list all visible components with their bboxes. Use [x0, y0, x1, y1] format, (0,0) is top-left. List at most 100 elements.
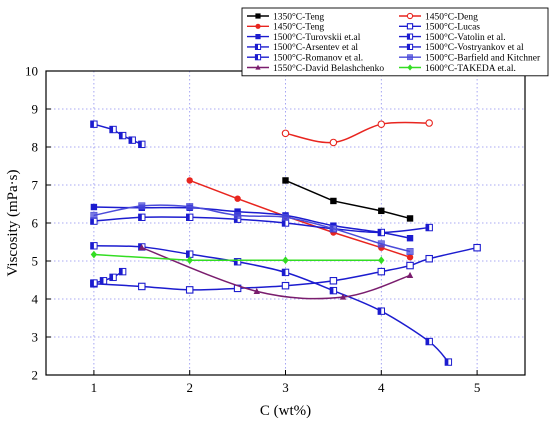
marker-fill [186, 214, 190, 221]
data-point-marker [406, 261, 414, 270]
marker-fill [129, 136, 133, 144]
series-6 [90, 120, 146, 149]
data-point-marker [282, 256, 289, 265]
data-point-marker [281, 213, 289, 221]
data-point-marker [99, 277, 108, 285]
data-point-marker [377, 240, 385, 248]
legend-item: 1500°C-Barfield and Kitchner [399, 53, 541, 64]
data-point-marker [234, 208, 241, 215]
y-tick-label: 6 [32, 216, 39, 231]
marker-fill [407, 34, 410, 40]
data-point-marker [406, 33, 414, 40]
data-point-marker [377, 228, 386, 237]
legend-item: 1500°C-Arsentev et al [247, 42, 358, 53]
data-point-marker [406, 254, 414, 261]
legend-item: 1500°C-Turovskii et.al [247, 32, 361, 43]
legend-label: 1600°C-TAKEDA et.al. [425, 63, 516, 74]
data-point-marker [118, 131, 127, 140]
marker-fill [407, 44, 410, 50]
data-point-marker [406, 271, 414, 278]
marker-fill [119, 268, 123, 275]
legend-label: 1500°C-Vostryankov et al [425, 42, 524, 53]
data-point-marker [233, 258, 242, 266]
y-tick-label: 5 [32, 254, 39, 269]
legend-label: 1500°C-Lucas [425, 22, 480, 33]
data-point-marker [255, 13, 261, 19]
series-8 [90, 267, 127, 287]
data-point-marker [255, 23, 261, 29]
series-12 [90, 250, 385, 265]
series-layer [90, 119, 481, 366]
x-tick-label: 2 [186, 380, 193, 395]
marker-fill [282, 269, 286, 276]
marker-fill [90, 121, 94, 128]
data-point-marker [407, 54, 413, 61]
data-point-marker [339, 293, 347, 300]
data-point-marker [186, 203, 194, 211]
data-point-marker [185, 286, 194, 294]
data-point-marker [378, 256, 385, 265]
data-point-marker [282, 177, 289, 184]
legend-item: 1450°C-Teng [247, 22, 324, 33]
data-point-marker [406, 215, 414, 222]
legend-label: 1550°C-David Belashchenko [273, 63, 384, 74]
legend-item: 1450°C-Deng [399, 11, 478, 22]
data-point-marker [90, 203, 98, 211]
y-tick-label: 10 [25, 64, 38, 79]
data-point-marker [444, 358, 453, 366]
marker-fill [234, 216, 238, 223]
marker-fill [138, 141, 142, 148]
marker-fill [90, 279, 94, 287]
data-point-marker [186, 213, 194, 222]
series-line [93, 270, 124, 284]
series-line [93, 253, 382, 261]
data-point-marker [406, 248, 414, 256]
data-point-marker [90, 279, 98, 287]
marker-fill [426, 338, 430, 345]
data-point-marker [281, 129, 290, 138]
marker-fill [138, 243, 142, 251]
y-axis-title: Viscosity (mPa·s) [5, 169, 21, 276]
series-1 [282, 177, 414, 222]
data-point-marker [186, 177, 193, 184]
y-tick-label: 8 [32, 140, 39, 155]
data-point-marker [90, 242, 98, 250]
data-point-marker [406, 12, 414, 20]
data-point-marker [377, 267, 386, 276]
marker-fill [109, 274, 114, 281]
data-point-marker [329, 286, 338, 295]
marker-fill [378, 229, 382, 236]
series-line [93, 246, 478, 291]
data-point-marker [378, 207, 385, 215]
data-point-marker [118, 267, 127, 276]
data-point-marker [138, 202, 146, 210]
marker-fill [255, 44, 258, 50]
series-line [141, 246, 411, 300]
data-point-marker [90, 211, 98, 219]
y-tick-label: 7 [32, 178, 39, 193]
legend-item: 1600°C-TAKEDA et.al. [399, 63, 516, 74]
y-tick-label: 3 [32, 330, 39, 345]
data-point-marker [138, 140, 146, 149]
legend-item: 1500°C-Vostryankov et al [399, 42, 524, 53]
marker-fill [186, 250, 190, 258]
data-point-marker [254, 54, 262, 61]
x-tick-label: 1 [91, 380, 98, 395]
marker-fill [426, 224, 430, 231]
marker-fill [330, 287, 334, 294]
data-point-marker [234, 195, 241, 202]
data-point-marker [473, 243, 481, 252]
data-point-marker [425, 337, 433, 346]
marker-fill [445, 358, 449, 366]
data-point-marker [377, 307, 386, 315]
legend-item: 1500°C-Vatolin et al. [399, 32, 506, 43]
data-point-marker [253, 287, 260, 294]
data-point-marker [138, 282, 146, 291]
marker-fill [100, 277, 104, 284]
marker-fill [119, 132, 123, 139]
legend-box [241, 7, 549, 77]
y-tick-label: 4 [32, 292, 39, 307]
x-tick-label: 4 [378, 380, 385, 395]
